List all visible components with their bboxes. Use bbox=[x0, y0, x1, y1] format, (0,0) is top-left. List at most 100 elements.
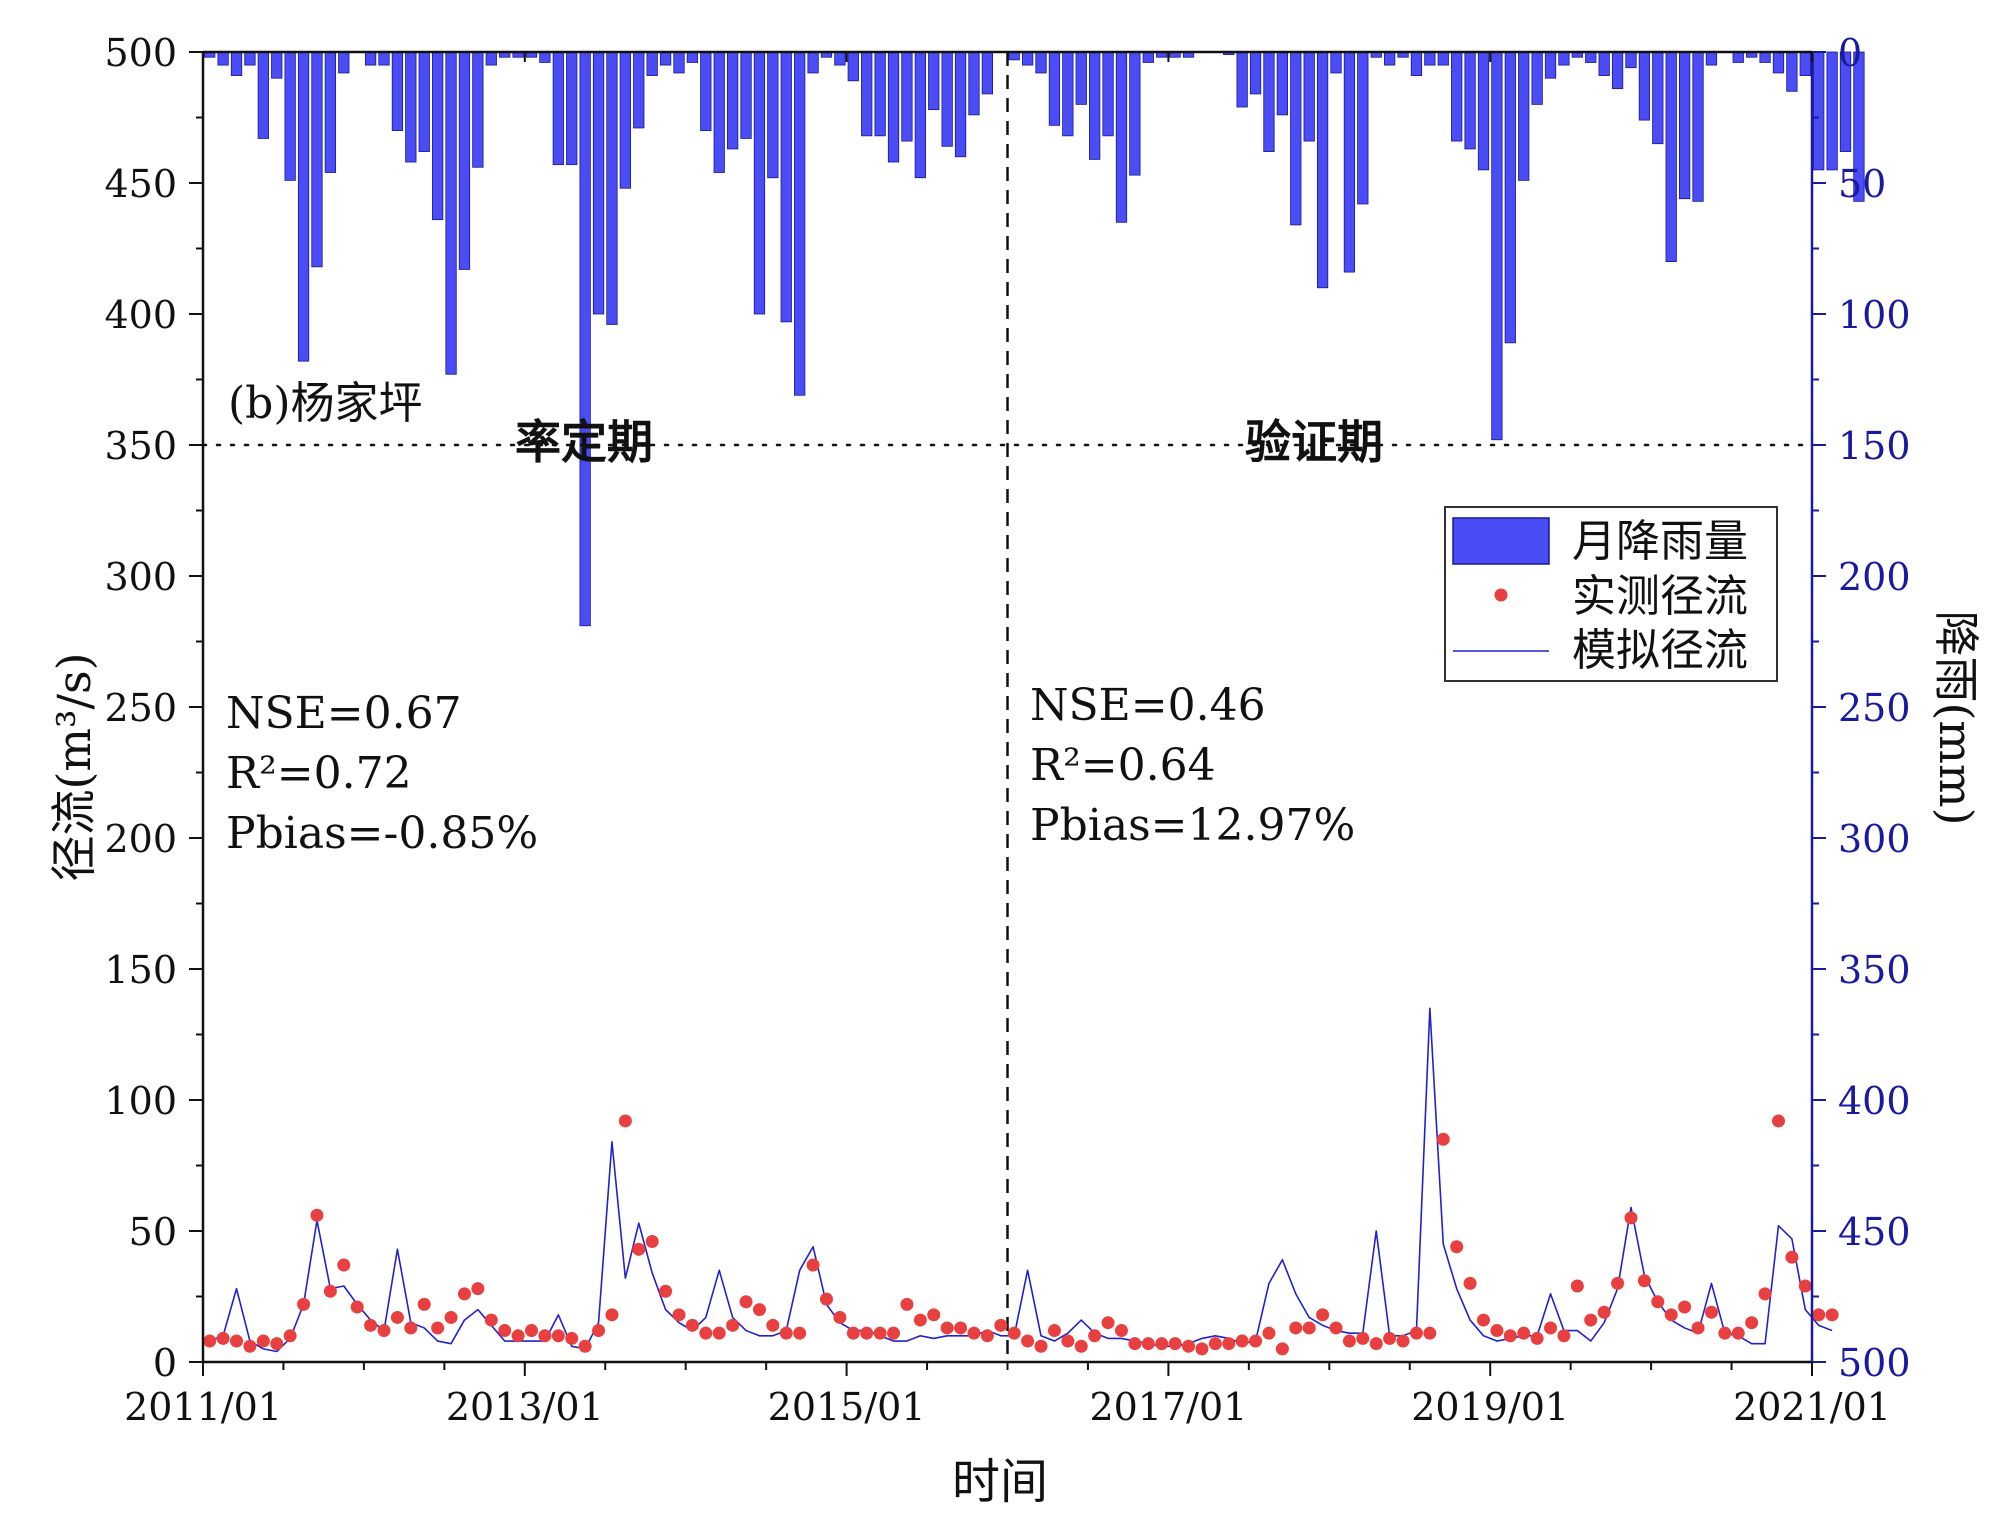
observed-point bbox=[270, 1337, 284, 1351]
observed-point bbox=[1691, 1321, 1705, 1335]
rain-bar bbox=[1692, 51, 1704, 202]
x-tick-label: 2019/01 bbox=[1411, 1385, 1569, 1429]
rain-bar bbox=[1330, 51, 1342, 74]
rain-bar bbox=[1705, 51, 1718, 66]
rain-bar bbox=[257, 51, 269, 139]
x-tick-label: 2011/01 bbox=[124, 1385, 282, 1429]
legend-rain-label: 月降雨量 bbox=[1572, 516, 1748, 567]
observed-point bbox=[1061, 1334, 1075, 1348]
observed-point bbox=[860, 1326, 874, 1340]
observed-point bbox=[444, 1310, 458, 1324]
observed-point bbox=[1128, 1337, 1142, 1351]
rain-bar bbox=[686, 51, 699, 63]
legend-simulated-label: 模拟径流 bbox=[1572, 625, 1748, 676]
x-tick-label: 2013/01 bbox=[446, 1385, 604, 1429]
y-left-tick-label: 450 bbox=[104, 162, 177, 206]
rain-bar bbox=[338, 51, 350, 74]
observed-point bbox=[1664, 1308, 1678, 1322]
observed-point bbox=[1021, 1334, 1035, 1348]
rain-bar bbox=[1772, 51, 1785, 74]
y-left-tick-label: 100 bbox=[104, 1079, 177, 1123]
observed-point bbox=[913, 1313, 927, 1327]
observed-point bbox=[1678, 1300, 1692, 1314]
rain-bar bbox=[1115, 51, 1128, 223]
observed-point bbox=[1262, 1326, 1276, 1340]
rain-bar bbox=[364, 51, 377, 66]
rain-bar bbox=[1652, 51, 1664, 145]
observed-point bbox=[256, 1334, 270, 1348]
observed-point bbox=[1463, 1276, 1477, 1290]
observed-point bbox=[1034, 1339, 1048, 1353]
rain-bar bbox=[1732, 51, 1744, 63]
observed-point bbox=[1624, 1211, 1638, 1225]
observed-point bbox=[1450, 1240, 1464, 1254]
observed-point bbox=[390, 1310, 404, 1324]
rain-bar bbox=[713, 51, 725, 173]
rain-bar bbox=[284, 51, 296, 181]
rain-bar bbox=[1826, 51, 1838, 171]
observed-point bbox=[739, 1295, 753, 1309]
rain-bar bbox=[928, 51, 940, 111]
observed-point bbox=[203, 1334, 217, 1348]
calibration-nse: NSE=0.67 bbox=[226, 688, 462, 739]
rain-bar bbox=[861, 51, 873, 137]
rain-bar bbox=[1518, 51, 1530, 181]
rain-bar bbox=[1424, 51, 1436, 66]
observed-point bbox=[1611, 1276, 1625, 1290]
observed-point bbox=[511, 1329, 525, 1343]
y-right-tick-label: 250 bbox=[1838, 686, 1911, 730]
y-right-axis-title: 降雨(mm) bbox=[1929, 610, 1983, 825]
observed-point bbox=[1342, 1334, 1356, 1348]
x-axis-title: 时间 bbox=[952, 1454, 1048, 1510]
rain-bar bbox=[1089, 51, 1101, 160]
rain-bar bbox=[941, 51, 953, 147]
rain-bar bbox=[1249, 51, 1262, 95]
observed-point bbox=[1758, 1287, 1772, 1301]
observed-point bbox=[1517, 1326, 1531, 1340]
observed-point bbox=[404, 1321, 418, 1335]
y-left-tick-label: 0 bbox=[153, 1341, 177, 1385]
observed-point bbox=[1409, 1326, 1423, 1340]
observed-point bbox=[618, 1114, 632, 1128]
rain-bar bbox=[1263, 51, 1275, 152]
rain-bar bbox=[659, 51, 672, 66]
rain-bar bbox=[244, 51, 256, 66]
rain-bar bbox=[324, 51, 337, 173]
observed-point bbox=[605, 1308, 619, 1322]
observed-point bbox=[484, 1313, 498, 1327]
observed-point bbox=[1316, 1308, 1330, 1322]
rain-bar bbox=[1839, 51, 1852, 152]
observed-point bbox=[230, 1334, 244, 1348]
rain-bar bbox=[1021, 51, 1034, 66]
rain-bar bbox=[780, 51, 792, 323]
observed-point bbox=[726, 1318, 740, 1332]
observed-point bbox=[1088, 1329, 1102, 1343]
rain-bar bbox=[297, 51, 310, 362]
observed-point bbox=[1477, 1313, 1490, 1327]
observed-point bbox=[712, 1326, 726, 1340]
rain-bar bbox=[391, 51, 404, 131]
observed-point bbox=[819, 1292, 833, 1306]
observed-point bbox=[323, 1284, 337, 1298]
y-left-tick-label: 250 bbox=[104, 686, 177, 730]
observed-point bbox=[592, 1324, 606, 1338]
rain-bar bbox=[1384, 51, 1396, 66]
observed-point bbox=[1704, 1305, 1718, 1319]
observed-point bbox=[216, 1331, 230, 1345]
observed-point bbox=[887, 1326, 901, 1340]
rain-bar bbox=[753, 51, 766, 315]
observed-point bbox=[1007, 1326, 1021, 1340]
rain-bar bbox=[485, 51, 497, 66]
y-left-axis-title: 径流(m³/s) bbox=[47, 652, 101, 881]
observed-point bbox=[1584, 1313, 1598, 1327]
y-left-tick-label: 350 bbox=[104, 424, 177, 468]
y-left-tick-label: 300 bbox=[104, 555, 177, 599]
rain-bar bbox=[1558, 51, 1570, 66]
observed-point bbox=[685, 1318, 699, 1332]
rain-bar bbox=[834, 51, 846, 66]
rain-bar bbox=[1451, 51, 1463, 142]
rain-bar bbox=[1665, 51, 1677, 263]
rain-bar bbox=[1464, 51, 1476, 150]
x-tick-label: 2015/01 bbox=[768, 1385, 926, 1429]
